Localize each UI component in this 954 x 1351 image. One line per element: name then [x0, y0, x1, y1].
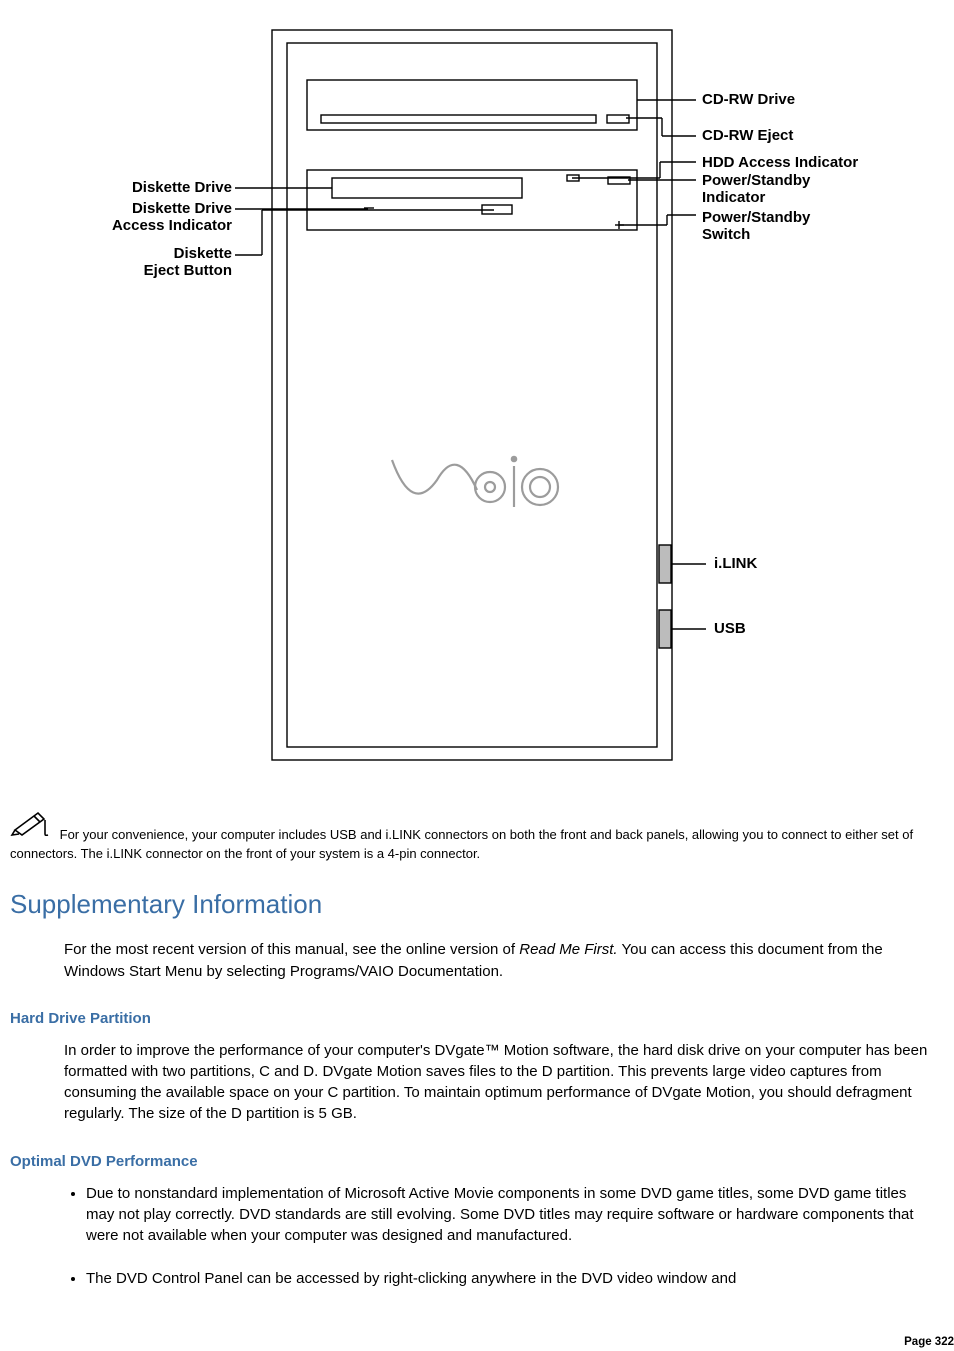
label-power-indicator: Power/StandbyIndicator — [702, 173, 810, 206]
supplementary-paragraph: For the most recent version of this manu… — [64, 939, 930, 982]
section-heading: Supplementary Information — [10, 886, 944, 924]
dvd-list: Due to nonstandard implementation of Mic… — [64, 1183, 930, 1290]
label-hdd-indicator: HDD Access Indicator — [702, 155, 858, 172]
label-diskette-drive: Diskette Drive — [106, 180, 232, 197]
supp-pre: For the most recent version of this manu… — [64, 941, 519, 958]
hdpart-heading: Hard Drive Partition — [10, 1008, 944, 1030]
label-cdrw-eject: CD-RW Eject — [702, 128, 793, 145]
hdpart-paragraph: In order to improve the performance of y… — [64, 1040, 930, 1125]
label-power-switch: Power/StandbySwitch — [702, 210, 810, 243]
label-diskette-eject: DisketteEject Button — [125, 246, 232, 279]
label-usb: USB — [714, 621, 746, 638]
supp-em: Read Me First. — [519, 941, 617, 958]
pencil-icon — [10, 808, 52, 842]
label-ilink: i.LINK — [714, 556, 757, 573]
dvd-heading: Optimal DVD Performance — [10, 1151, 944, 1173]
list-item: The DVD Control Panel can be accessed by… — [86, 1268, 930, 1289]
front-panel-diagram: Diskette Drive Diskette DriveAccess Indi… — [62, 10, 892, 790]
label-cdrw-drive: CD-RW Drive — [702, 92, 795, 109]
label-diskette-access: Diskette DriveAccess Indicator — [87, 201, 232, 234]
connector-note: For your convenience, your computer incl… — [10, 808, 944, 864]
list-item: Due to nonstandard implementation of Mic… — [86, 1183, 930, 1247]
page-number: Page 322 — [904, 1334, 954, 1351]
connector-note-text: For your convenience, your computer incl… — [10, 827, 913, 861]
